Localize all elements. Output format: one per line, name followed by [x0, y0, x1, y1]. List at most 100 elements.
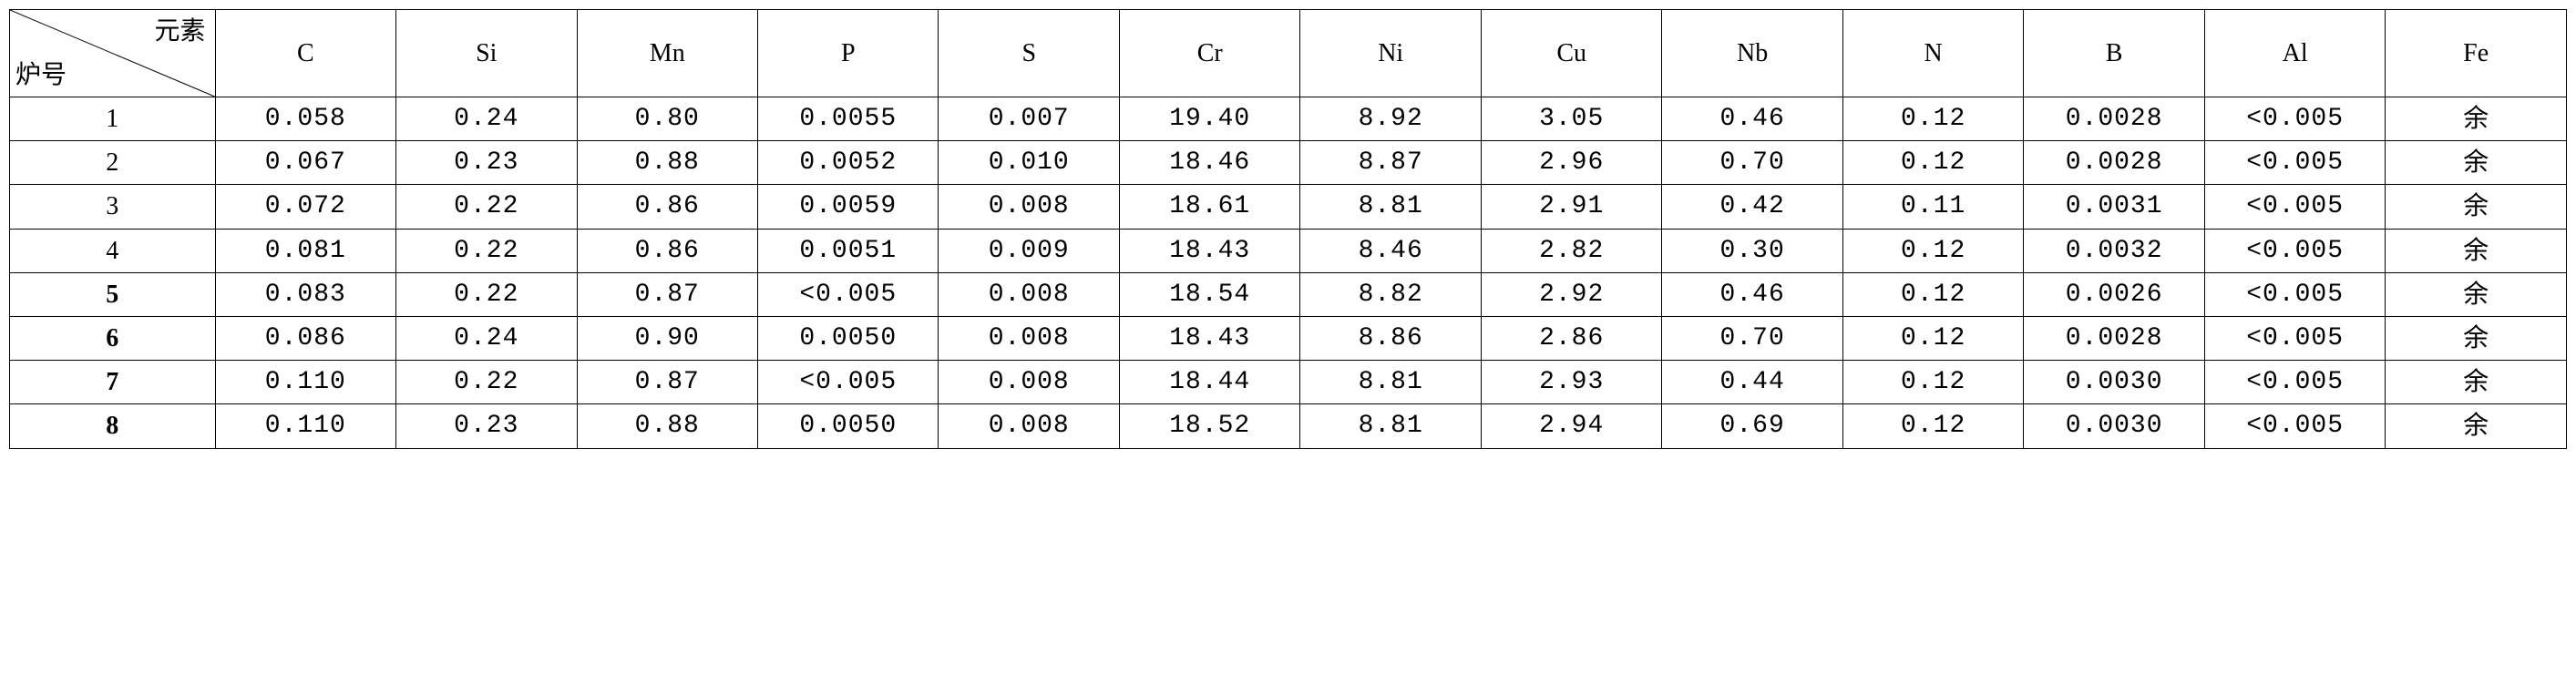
corner-cell: 元素 炉号	[10, 10, 216, 97]
table-row: 70.1100.220.87<0.0050.00818.448.812.930.…	[10, 361, 2567, 404]
cell: 0.12	[1842, 272, 2023, 316]
cell: <0.005	[2204, 229, 2385, 272]
cell: 0.86	[577, 185, 757, 229]
row-id: 3	[10, 185, 216, 229]
cell: 0.058	[215, 97, 395, 141]
cell: 0.12	[1842, 316, 2023, 360]
cell: 2.93	[1481, 361, 1661, 404]
row-id: 5	[10, 272, 216, 316]
cell: <0.005	[2204, 404, 2385, 448]
cell: 0.70	[1662, 141, 1842, 185]
col-header: Si	[396, 10, 577, 97]
cell: 8.81	[1300, 361, 1481, 404]
col-header: S	[939, 10, 1119, 97]
cell: 18.43	[1119, 316, 1299, 360]
cell: 0.46	[1662, 272, 1842, 316]
cell: 0.008	[939, 272, 1119, 316]
cell: 8.81	[1300, 185, 1481, 229]
cell: 0.70	[1662, 316, 1842, 360]
cell: 8.81	[1300, 404, 1481, 448]
cell: <0.005	[2204, 272, 2385, 316]
cell: 0.0059	[758, 185, 939, 229]
cell: 0.007	[939, 97, 1119, 141]
table-body: 10.0580.240.800.00550.00719.408.923.050.…	[10, 97, 2567, 449]
table-row: 30.0720.220.860.00590.00818.618.812.910.…	[10, 185, 2567, 229]
cell: 0.0050	[758, 404, 939, 448]
cell: 0.23	[396, 141, 577, 185]
header-row: 元素 炉号 C Si Mn P S Cr Ni Cu Nb N B Al Fe	[10, 10, 2567, 97]
row-id: 1	[10, 97, 216, 141]
cell: 19.40	[1119, 97, 1299, 141]
cell: 0.0028	[2024, 316, 2204, 360]
cell: 18.46	[1119, 141, 1299, 185]
cell: 0.22	[396, 272, 577, 316]
cell: 0.24	[396, 97, 577, 141]
cell: 18.54	[1119, 272, 1299, 316]
cell: 0.12	[1842, 361, 2023, 404]
cell: 0.0026	[2024, 272, 2204, 316]
cell: 0.80	[577, 97, 757, 141]
cell: 0.23	[396, 404, 577, 448]
cell: 8.86	[1300, 316, 1481, 360]
cell: 余	[2386, 185, 2567, 229]
col-header: C	[215, 10, 395, 97]
cell: 0.081	[215, 229, 395, 272]
cell: 0.12	[1842, 97, 2023, 141]
cell: 0.008	[939, 316, 1119, 360]
cell: 0.87	[577, 361, 757, 404]
row-id: 2	[10, 141, 216, 185]
cell: 0.0028	[2024, 97, 2204, 141]
cell: 余	[2386, 316, 2567, 360]
cell: 18.52	[1119, 404, 1299, 448]
table-row: 50.0830.220.87<0.0050.00818.548.822.920.…	[10, 272, 2567, 316]
cell: <0.005	[2204, 361, 2385, 404]
cell: 余	[2386, 229, 2567, 272]
col-header: Mn	[577, 10, 757, 97]
cell: 18.44	[1119, 361, 1299, 404]
corner-bottom-label: 炉号	[15, 57, 67, 93]
cell: 0.008	[939, 185, 1119, 229]
col-header: Nb	[1662, 10, 1842, 97]
cell: 0.0031	[2024, 185, 2204, 229]
cell: 0.0055	[758, 97, 939, 141]
cell: 0.69	[1662, 404, 1842, 448]
cell: 0.010	[939, 141, 1119, 185]
cell: 8.92	[1300, 97, 1481, 141]
cell: 0.22	[396, 361, 577, 404]
cell: 0.0030	[2024, 404, 2204, 448]
cell: 余	[2386, 272, 2567, 316]
table-row: 40.0810.220.860.00510.00918.438.462.820.…	[10, 229, 2567, 272]
table-row: 20.0670.230.880.00520.01018.468.872.960.…	[10, 141, 2567, 185]
cell: 0.072	[215, 185, 395, 229]
cell: 2.96	[1481, 141, 1661, 185]
cell: 0.88	[577, 141, 757, 185]
table-row: 10.0580.240.800.00550.00719.408.923.05 0.…	[10, 97, 2567, 141]
cell: 0.12	[1842, 141, 2023, 185]
row-id: 8	[10, 404, 216, 448]
row-id: 4	[10, 229, 216, 272]
cell: 0.87	[577, 272, 757, 316]
cell: 0.110	[215, 404, 395, 448]
cell: 0.88	[577, 404, 757, 448]
cell: 3.05	[1481, 97, 1661, 141]
cell: 0.42	[1662, 185, 1842, 229]
col-header: Fe	[2386, 10, 2567, 97]
cell: 0.22	[396, 229, 577, 272]
cell: 0.0050	[758, 316, 939, 360]
cell: 18.43	[1119, 229, 1299, 272]
cell: 0.0032	[2024, 229, 2204, 272]
col-header: N	[1842, 10, 2023, 97]
cell: 8.46	[1300, 229, 1481, 272]
cell: <0.005	[2204, 316, 2385, 360]
cell: 0.0052	[758, 141, 939, 185]
cell: 0.90	[577, 316, 757, 360]
corner-top-label: 元素	[155, 14, 206, 49]
col-header: Al	[2204, 10, 2385, 97]
cell: <0.005	[758, 272, 939, 316]
cell: 0.12	[1842, 404, 2023, 448]
cell: 余	[2386, 97, 2567, 141]
cell: 0.11	[1842, 185, 2023, 229]
cell: <0.005	[2204, 141, 2385, 185]
col-header: Ni	[1300, 10, 1481, 97]
cell: 0.008	[939, 361, 1119, 404]
